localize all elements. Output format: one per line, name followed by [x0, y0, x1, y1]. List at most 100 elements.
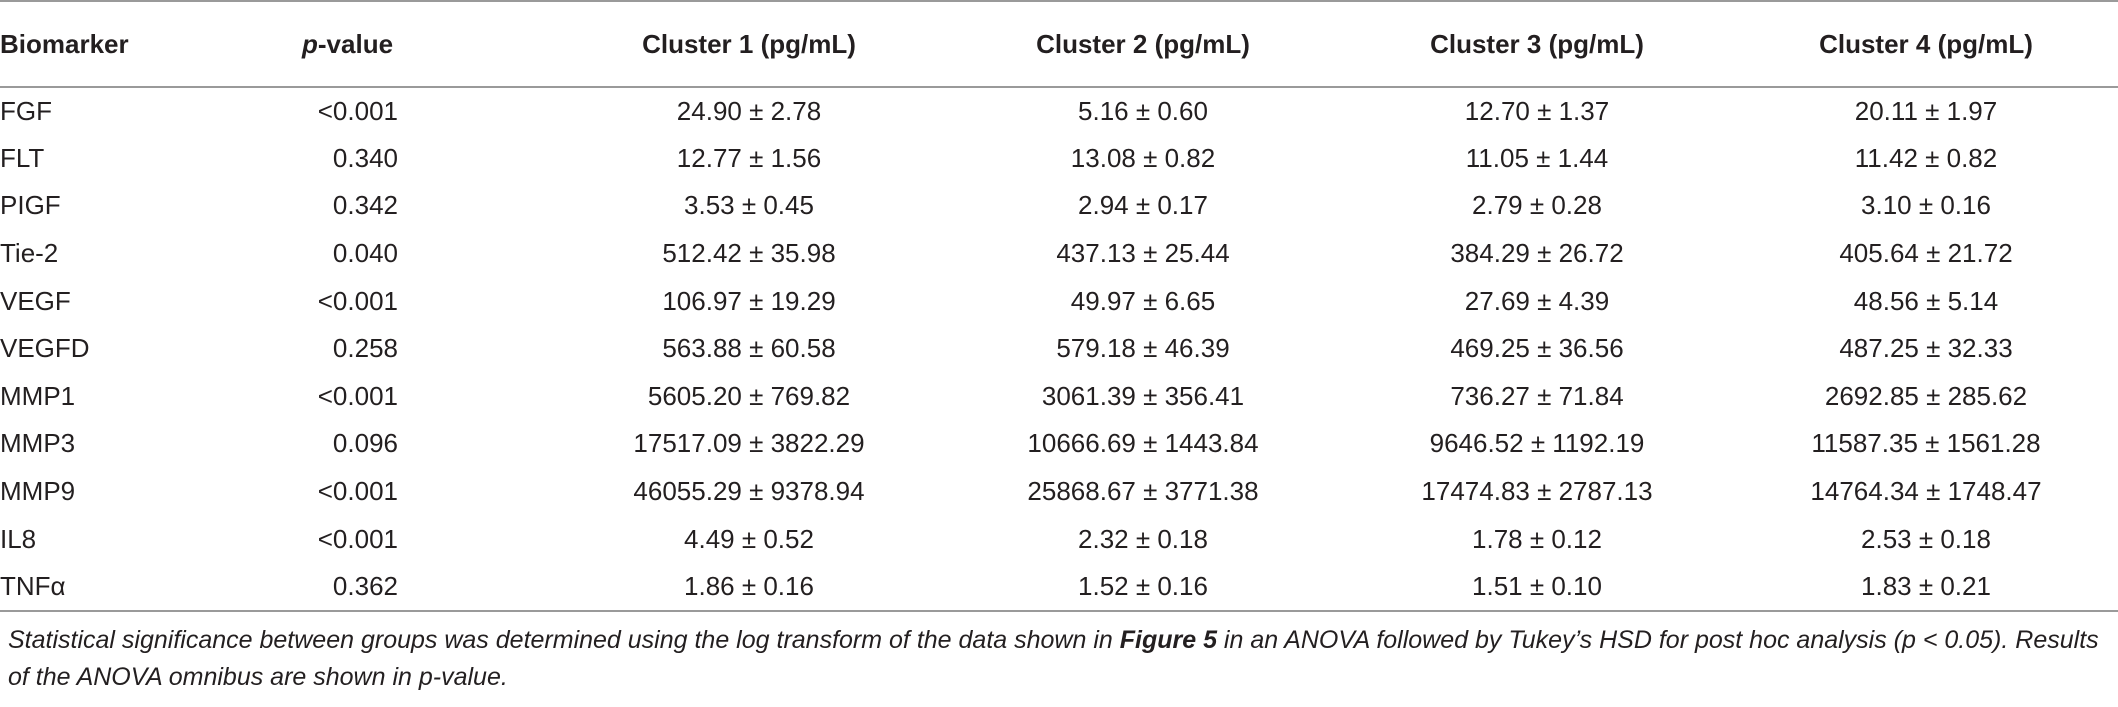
- cell-p-value: <0.001: [302, 277, 552, 325]
- cell-cluster-4: 48.56 ± 5.14: [1853, 285, 1999, 316]
- cell-cluster-2: 5.16 ± 0.60: [1078, 95, 1208, 126]
- header-cluster-4: Cluster 4 (pg/mL): [1734, 1, 2118, 87]
- cell-biomarker: MMP9: [0, 476, 76, 507]
- cell-cluster-3: 384.29 ± 26.72: [1450, 238, 1624, 269]
- header-cluster-3: Cluster 3 (pg/mL): [1340, 1, 1734, 87]
- cell-p-value: 0.096: [302, 420, 552, 468]
- cell-cluster-1: 24.90 ± 2.78: [676, 95, 822, 126]
- cell-cluster-2: 49.97 ± 6.65: [1070, 285, 1216, 316]
- footnote-part-1: Statistical significance between groups …: [8, 626, 1120, 654]
- header-p-rest: -value: [317, 28, 394, 59]
- p-value-text: <0.001: [317, 523, 398, 554]
- cell-cluster-3: 469.25 ± 36.56: [1450, 333, 1624, 364]
- p-value-text: 0.342: [332, 190, 398, 221]
- cell-cluster-1: 106.97 ± 19.29: [662, 285, 836, 316]
- cell-cluster-4: 14764.34 ± 1748.47: [1810, 476, 2042, 507]
- cell-p-value: <0.001: [302, 468, 552, 516]
- cell-biomarker: TNFα: [0, 570, 66, 601]
- cell-biomarker: PIGF: [0, 190, 61, 221]
- cell-cluster-2: 3061.39 ± 356.41: [1041, 380, 1245, 411]
- footnote-part-2: in an ANOVA followed by Tukey’s HSD for …: [8, 626, 2099, 691]
- cell-p-value: 0.340: [302, 135, 552, 183]
- header-cluster-1: Cluster 1 (pg/mL): [552, 1, 946, 87]
- cell-cluster-4: 405.64 ± 21.72: [1839, 238, 2013, 269]
- header-cluster-2: Cluster 2 (pg/mL): [946, 1, 1340, 87]
- cell-cluster-4: 487.25 ± 32.33: [1839, 333, 2013, 364]
- biomarker-table: Biomarker p-value Cluster 1 (pg/mL) Clus…: [0, 1, 2118, 611]
- cell-cluster-4: 2692.85 ± 285.62: [1824, 380, 2028, 411]
- cell-cluster-3: 27.69 ± 4.39: [1464, 285, 1610, 316]
- cell-cluster-1: 1.86 ± 0.16: [684, 570, 814, 601]
- header-p-italic: p: [302, 28, 318, 59]
- cell-p-value: 0.258: [302, 325, 552, 373]
- cell-cluster-1: 4.49 ± 0.52: [684, 523, 814, 554]
- table-row: MMP1 <0.001 5605.20 ± 769.82 3061.39 ± 356.…: [0, 373, 2118, 421]
- p-value-text: <0.001: [317, 95, 398, 126]
- cell-p-value: 0.342: [302, 182, 552, 230]
- footnote-figure-ref: Figure 5: [1119, 626, 1217, 654]
- table-footnote: Statistical significance between groups …: [8, 622, 2108, 696]
- p-value-text: 0.040: [332, 238, 398, 269]
- table-row: VEGF <0.001 106.97 ± 19.29 49.97 ± 6.65 27.6…: [0, 277, 2118, 325]
- cell-cluster-2: 1.52 ± 0.16: [1078, 570, 1208, 601]
- cell-cluster-3: 1.78 ± 0.12: [1472, 523, 1602, 554]
- p-value-text: <0.001: [317, 285, 398, 316]
- cell-cluster-1: 5605.20 ± 769.82: [647, 380, 851, 411]
- cell-biomarker: VEGF: [0, 285, 71, 316]
- cell-p-value: 0.040: [302, 230, 552, 278]
- cell-cluster-1: 512.42 ± 35.98: [662, 238, 836, 269]
- cell-cluster-3: 17474.83 ± 2787.13: [1421, 476, 1653, 507]
- cell-cluster-2: 2.94 ± 0.17: [1078, 190, 1208, 221]
- header-biomarker: Biomarker: [0, 1, 302, 87]
- cell-cluster-4: 11587.35 ± 1561.28: [1811, 428, 2041, 459]
- table-row: PIGF 0.342 3.53 ± 0.45 2.94 ± 0.17 2.79 ± 0.…: [0, 182, 2118, 230]
- cell-cluster-4: 2.53 ± 0.18: [1861, 523, 1991, 554]
- cell-cluster-2: 437.13 ± 25.44: [1056, 238, 1230, 269]
- cell-cluster-1: 563.88 ± 60.58: [662, 333, 836, 364]
- cell-cluster-3: 2.79 ± 0.28: [1472, 190, 1602, 221]
- p-value-text: <0.001: [317, 380, 398, 411]
- table-row: MMP3 0.096 17517.09 ± 3822.29 10666.69 ± 14…: [0, 420, 2118, 468]
- cell-cluster-2: 2.32 ± 0.18: [1078, 523, 1208, 554]
- table-body: FGF <0.001 24.90 ± 2.78 5.16 ± 0.60 12.70 ± …: [0, 87, 2118, 611]
- cell-p-value: 0.362: [302, 563, 552, 611]
- table-row: TNFα 0.362 1.86 ± 0.16 1.52 ± 0.16 1.51 ± 0.…: [0, 563, 2118, 611]
- cell-biomarker: VEGFD: [0, 333, 90, 364]
- table-row: IL8 <0.001 4.49 ± 0.52 2.32 ± 0.18 1.78 ± 0.…: [0, 515, 2118, 563]
- table-row: MMP9 <0.001 46055.29 ± 9378.94 25868.67 ± 3…: [0, 468, 2118, 516]
- cell-cluster-2: 579.18 ± 46.39: [1056, 333, 1230, 364]
- cell-biomarker: FGF: [0, 95, 52, 126]
- cell-p-value: <0.001: [302, 87, 552, 135]
- cell-cluster-1: 46055.29 ± 9378.94: [633, 476, 865, 507]
- p-value-text: <0.001: [317, 476, 398, 507]
- cell-cluster-3: 736.27 ± 71.84: [1450, 380, 1624, 411]
- cell-biomarker: MMP3: [0, 428, 76, 459]
- table-row: Tie-2 0.040 512.42 ± 35.98 437.13 ± 25.44 38…: [0, 230, 2118, 278]
- cell-cluster-4: 11.42 ± 0.82: [1854, 142, 1998, 173]
- cell-biomarker: IL8: [0, 523, 37, 554]
- cell-cluster-3: 1.51 ± 0.10: [1472, 570, 1602, 601]
- cell-cluster-1: 3.53 ± 0.45: [684, 190, 814, 221]
- p-value-text: 0.096: [332, 428, 398, 459]
- p-value-text: 0.258: [332, 333, 398, 364]
- table-row: VEGFD 0.258 563.88 ± 60.58 579.18 ± 46.39 46…: [0, 325, 2118, 373]
- cell-cluster-2: 25868.67 ± 3771.38: [1027, 476, 1259, 507]
- table-header-row: Biomarker p-value Cluster 1 (pg/mL) Clus…: [0, 1, 2118, 87]
- table-row: FLT 0.340 12.77 ± 1.56 13.08 ± 0.82 11.05 ± …: [0, 135, 2118, 183]
- table-row: FGF <0.001 24.90 ± 2.78 5.16 ± 0.60 12.70 ± …: [0, 87, 2118, 135]
- cell-cluster-4: 20.11 ± 1.97: [1854, 95, 1998, 126]
- cell-cluster-2: 13.08 ± 0.82: [1070, 142, 1216, 173]
- cell-cluster-4: 3.10 ± 0.16: [1861, 190, 1991, 221]
- cell-p-value: <0.001: [302, 515, 552, 563]
- cell-biomarker: MMP1: [0, 380, 76, 411]
- cell-biomarker: Tie-2: [0, 238, 59, 269]
- cell-cluster-1: 17517.09 ± 3822.29: [633, 428, 865, 459]
- cell-cluster-2: 10666.69 ± 1443.84: [1027, 428, 1259, 459]
- cell-cluster-3: 11.05 ± 1.44: [1465, 142, 1609, 173]
- cell-cluster-1: 12.77 ± 1.56: [676, 142, 822, 173]
- p-value-text: 0.340: [332, 142, 398, 173]
- header-p-value: p-value: [302, 1, 552, 87]
- cell-cluster-4: 1.83 ± 0.21: [1861, 570, 1991, 601]
- cell-biomarker: FLT: [0, 142, 45, 173]
